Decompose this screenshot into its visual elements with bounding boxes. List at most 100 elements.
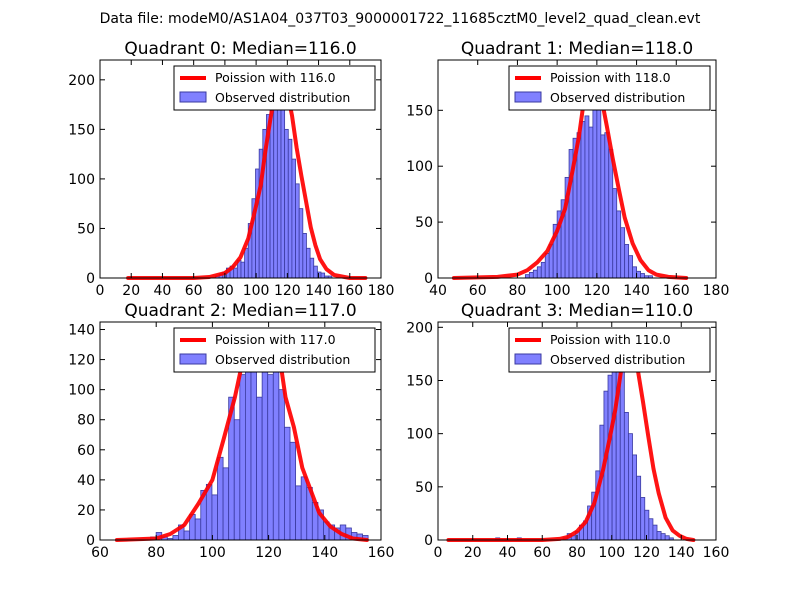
hist-bar-19 <box>600 134 606 279</box>
hist-bar-18 <box>250 344 257 541</box>
hist-bar-15 <box>233 419 241 541</box>
legend-curve-label: Poission with 116.0 <box>215 70 336 85</box>
x-tick-label: 40 <box>499 545 517 561</box>
legend-bar-swatch <box>179 353 207 365</box>
hist-bar-22 <box>272 344 280 541</box>
hist-bar-27 <box>632 266 637 279</box>
x-tick-label: 160 <box>703 545 730 561</box>
hist-bar-25 <box>624 244 630 279</box>
x-tick-label: 60 <box>91 545 109 561</box>
axes-frame <box>437 59 717 279</box>
hist-bar-21 <box>291 158 296 279</box>
hist-bar-17 <box>245 344 252 541</box>
y-tick-label: 0 <box>424 533 433 549</box>
subplot-title: Quadrant 2: Median=117.0 <box>124 301 356 321</box>
y-tick-label: 200 <box>406 320 433 336</box>
y-tick-label: 100 <box>406 159 433 175</box>
y-tick-label: 150 <box>406 373 433 389</box>
x-tick-label: 40 <box>154 283 172 299</box>
hist-bar-3 <box>536 266 542 279</box>
legend: Poission with 110.0 Observed distribution <box>508 327 711 373</box>
hist-bar-14 <box>619 369 625 541</box>
x-tick-label: 80 <box>216 283 234 299</box>
legend: Poission with 117.0 Observed distribution <box>173 327 376 373</box>
legend-curve-label: Poission with 117.0 <box>215 332 336 347</box>
legend-bar-label: Observed distribution <box>215 352 350 367</box>
hist-bar-10 <box>205 483 213 541</box>
hist-bar-28 <box>316 271 322 279</box>
hist-bar-20 <box>604 132 610 279</box>
subplot-title: Quadrant 3: Median=110.0 <box>461 301 693 321</box>
y-tick-label: 100 <box>406 427 433 443</box>
hist-bar-27 <box>300 476 308 541</box>
histogram-bars <box>215 74 333 279</box>
y-tick-label: 50 <box>415 480 433 496</box>
x-tick-label: 120 <box>255 545 282 561</box>
hist-bar-23 <box>298 208 304 279</box>
hist-bar-22 <box>295 183 300 279</box>
legend-bar-label: Observed distribution <box>550 352 685 367</box>
x-tick-label: 40 <box>429 283 447 299</box>
hist-bar-17 <box>632 454 637 541</box>
y-tick-label: 60 <box>77 443 95 459</box>
legend-bar-label: Observed distribution <box>215 90 350 105</box>
x-tick-label: 100 <box>243 283 270 299</box>
x-tick-label: 140 <box>305 283 332 299</box>
hist-bar-6 <box>183 530 191 541</box>
x-tick-label: 160 <box>368 545 395 561</box>
x-tick-label: 120 <box>633 545 660 561</box>
x-tick-label: 180 <box>703 283 730 299</box>
hist-bar-19 <box>256 396 263 541</box>
subplot-quadrant-3: Quadrant 3: Median=110.0 0 20 40 60 80 100 120 1… <box>406 301 729 561</box>
hist-bar-16 <box>239 374 246 541</box>
hist-bar-14 <box>580 121 586 279</box>
x-tick-label: 120 <box>583 283 610 299</box>
hist-bar-26 <box>295 485 302 541</box>
hist-bar-22 <box>612 188 618 279</box>
hist-bar-23 <box>656 531 662 541</box>
y-tick-label: 80 <box>77 413 95 429</box>
x-tick-label: 0 <box>96 283 105 299</box>
x-tick-label: 60 <box>533 545 551 561</box>
hist-bar-21 <box>267 374 274 541</box>
x-tick-label: 140 <box>623 283 650 299</box>
legend-bar-label: Observed distribution <box>550 90 685 105</box>
y-tick-label: 100 <box>68 383 95 399</box>
hist-bar-4 <box>540 261 546 279</box>
axes-frame <box>99 321 382 541</box>
y-tick-label: 120 <box>68 353 95 369</box>
hist-bar-16 <box>628 433 633 541</box>
figure-suptitle: Data file: modeM0/AS1A04_037T03_90000017… <box>100 11 701 27</box>
x-tick-label: 160 <box>336 283 363 299</box>
x-tick-label: 180 <box>368 283 395 299</box>
hist-bar-27 <box>313 265 318 279</box>
legend-box <box>173 327 376 373</box>
legend-curve-label: Poission with 118.0 <box>550 70 671 85</box>
hist-bar-22 <box>652 524 658 541</box>
hist-bar-26 <box>628 255 634 279</box>
hist-bar-11 <box>607 374 613 541</box>
hist-bar-17 <box>592 98 598 279</box>
hist-bar-23 <box>278 389 285 541</box>
y-tick-label: 50 <box>415 215 433 231</box>
subplot-title: Quadrant 0: Median=116.0 <box>124 39 356 59</box>
axes-frame <box>99 59 382 279</box>
hist-bar-20 <box>287 138 293 279</box>
y-tick-label: 150 <box>68 122 95 138</box>
hist-bar-24 <box>302 233 307 279</box>
subplot-title: Quadrant 1: Median=118.0 <box>461 39 693 59</box>
histogram-bars <box>524 98 653 279</box>
hist-bar-18 <box>596 98 602 279</box>
hist-bar-18 <box>280 89 286 279</box>
subplot-quadrant-2: Quadrant 2: Median=117.0 60 80 100 120 140 160… <box>68 301 394 561</box>
hist-bar-4 <box>172 535 179 541</box>
hist-bar-29 <box>320 272 326 279</box>
hist-bar-26 <box>309 257 315 279</box>
subplot-quadrant-1: Quadrant 1: Median=118.0 40 60 80 100 120 140 1… <box>406 39 729 299</box>
x-tick-label: 100 <box>199 545 226 561</box>
hist-bar-5 <box>544 253 550 279</box>
legend-curve-label: Poission with 110.0 <box>550 332 671 347</box>
hist-bar-19 <box>284 128 289 279</box>
y-tick-label: 0 <box>86 533 95 549</box>
